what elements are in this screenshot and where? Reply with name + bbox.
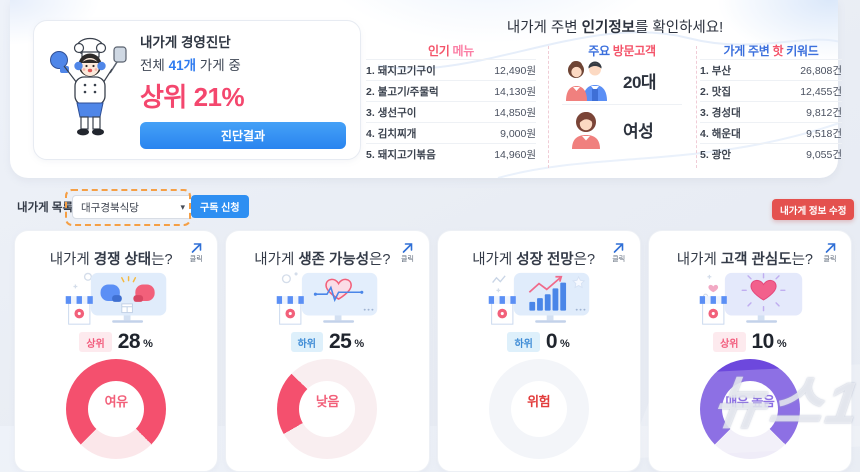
click-label: 클릭 — [612, 256, 626, 263]
menu-item-row: 2. 불고기/주물럭 14,130원 — [366, 80, 536, 101]
percent-value: 10 — [751, 330, 775, 353]
shop-count: 41개 — [168, 58, 197, 73]
growth-chart-monitor-illustration — [488, 272, 589, 325]
stat-line: 상위 28 % — [15, 330, 217, 354]
external-arrow-icon — [825, 243, 835, 253]
percent-unit: % — [143, 338, 153, 350]
visitor-age-label: 20대 — [623, 72, 657, 92]
percent-value: 25 — [329, 330, 352, 353]
percent-unit: % — [776, 338, 787, 350]
growth-outlook-card[interactable]: 내가게 성장 전망은? 클릭 — [436, 230, 641, 472]
shop-select[interactable]: 대구경북식당 ▾ — [72, 195, 194, 219]
percent-value: 28 — [117, 330, 141, 353]
card-link[interactable]: 클릭 — [397, 242, 419, 264]
rank-badge: 상위 — [713, 332, 746, 352]
keyword-item-row: 3. 경성대 9,812건 — [700, 101, 842, 122]
couple-icon — [566, 61, 607, 101]
popular-menu-title: 인기 메뉴 — [428, 44, 474, 58]
column-divider — [548, 46, 549, 168]
top-info-panel: 내가게 경영진단 전체 41개 가게 중 상위 21% 진단결과 내가게 주변 … — [10, 0, 842, 178]
visitor-gender-row: 여성 — [562, 104, 682, 153]
column-divider — [696, 46, 697, 168]
popular-menu-list: 1. 돼지고기구이 12,490원 2. 불고기/주물럭 14,130원 3. 생선구… — [366, 59, 536, 164]
diagnosis-text: 내가게 경영진단 전체 41개 가게 중 상위 21% 진단결과 — [140, 31, 360, 149]
gauge-label: 매우 높음 — [725, 394, 775, 409]
card-title: 내가게 경쟁 상태는? — [49, 252, 173, 268]
click-label: 클릭 — [401, 256, 414, 263]
spatula-icon — [109, 46, 127, 74]
card-link[interactable]: 클릭 — [819, 242, 841, 264]
rank-badge: 하위 — [290, 332, 323, 352]
percent-unit: % — [354, 338, 365, 350]
percent-value: 0 — [545, 330, 558, 353]
diagnosis-title: 내가게 경영진단 — [140, 35, 231, 50]
menu-item-row: 3. 생선구이 14,850원 — [366, 101, 536, 122]
survival-possibility-card[interactable]: 내가게 생존 가능성은? 클릭 하위 — [225, 230, 430, 472]
rank-percent: 상위 21% — [140, 82, 245, 112]
keyword-item-row: 5. 광안 9,055건 — [700, 143, 842, 164]
chef-character-illustration — [50, 37, 127, 136]
click-label: 클릭 — [189, 256, 203, 263]
woman-icon — [572, 112, 600, 149]
competition-status-card[interactable]: 내가게 경쟁 상태는? 클릭 — [14, 230, 219, 472]
info-panel-heading: 내가게 주변 인기정보를 확인하세요! — [506, 20, 724, 36]
external-arrow-icon — [613, 243, 624, 253]
menu-item-row: 5. 돼지고기볶음 14,960원 — [366, 143, 536, 164]
shop-list-label: 내가게 목록 — [17, 202, 74, 214]
gauge-label: 여유 — [104, 394, 128, 409]
gauge-label: 낮음 — [315, 394, 339, 409]
stat-line: 하위 0 % — [438, 330, 640, 354]
diagnosis-result-button[interactable]: 진단결과 — [140, 122, 346, 149]
gauge-label: 위험 — [527, 394, 551, 409]
menu-item-row: 4. 김치찌개 9,000원 — [366, 122, 536, 143]
keyword-item-row: 2. 맛집 12,455건 — [700, 80, 842, 101]
shop-select-value: 대구경북식당 — [81, 201, 139, 214]
card-title: 내가게 성장 전망은? — [472, 252, 596, 268]
popular-menu-section: 인기 메뉴 1. 돼지고기구이 12,490원 2. 불고기/주물럭 14,130원… — [366, 42, 536, 164]
hot-keywords-section: 가게 주변 핫 키워드 1. 부산 26,808건 2. 맛집 12,455건 3.… — [700, 42, 842, 164]
external-arrow-icon — [402, 243, 413, 253]
stat-line: 상위 10 % — [649, 330, 851, 354]
card-title: 내가게 생존 가능성은? — [254, 252, 391, 268]
news1-watermark: 뉴스1 — [708, 371, 860, 436]
main-visitors-section: 주요 방문고객 20대 — [562, 42, 682, 153]
edit-shop-info-button[interactable]: 내가게 정보 수정 — [772, 199, 855, 220]
diagnosis-card: 내가게 경영진단 전체 41개 가게 중 상위 21% 진단결과 — [33, 20, 361, 160]
keyword-item-row: 4. 해운대 9,518건 — [700, 122, 842, 143]
stat-line: 하위 25 % — [226, 330, 428, 354]
visitor-age-row: 20대 — [562, 56, 682, 104]
menu-item-row: 1. 돼지고기구이 12,490원 — [366, 59, 536, 80]
hot-keywords-list: 1. 부산 26,808건 2. 맛집 12,455건 3. 경성대 9,812건 4… — [700, 59, 842, 164]
dashboard: 내가게 경영진단 전체 41개 가게 중 상위 21% 진단결과 내가게 주변 … — [10, 0, 860, 472]
hot-keywords-title: 가게 주변 핫 키워드 — [723, 44, 819, 58]
rank-badge: 상위 — [79, 332, 112, 352]
card-title: 내가게 고객 관심도는? — [676, 252, 813, 268]
external-arrow-icon — [191, 243, 202, 253]
subscribe-button[interactable]: 구독 신청 — [191, 195, 249, 218]
boxing-monitor-illustration — [65, 272, 167, 325]
heartbeat-monitor-illustration — [277, 272, 378, 325]
rank-badge: 하위 — [507, 332, 540, 352]
keyword-item-row: 1. 부산 26,808건 — [700, 59, 842, 80]
card-link[interactable]: 클릭 — [185, 242, 207, 264]
percent-unit: % — [560, 338, 570, 350]
heart-sparkle-monitor-illustration — [699, 272, 803, 325]
card-link[interactable]: 클릭 — [608, 242, 630, 264]
visitor-gender-label: 여성 — [623, 121, 654, 141]
diagnosis-subtitle: 전체 41개 가게 중 — [140, 58, 241, 73]
click-label: 클릭 — [823, 256, 837, 263]
chevron-down-icon: ▾ — [180, 201, 185, 212]
main-visitors-title: 주요 방문고객 — [588, 44, 656, 58]
